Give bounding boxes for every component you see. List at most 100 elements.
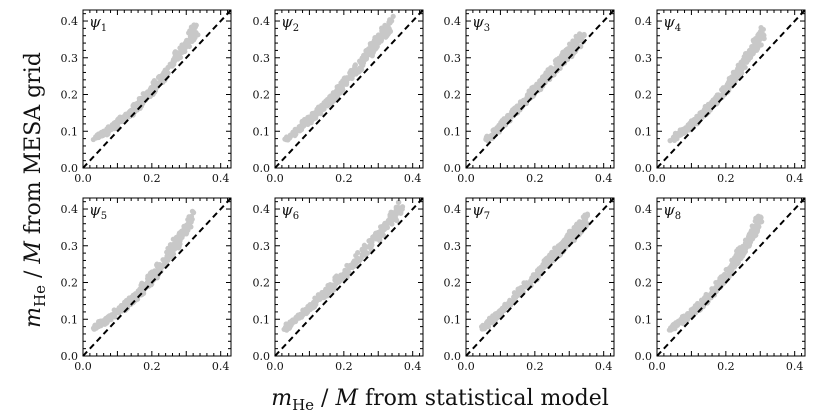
scatter-point — [164, 249, 170, 255]
scatter-point — [349, 73, 355, 79]
scatter-point — [398, 210, 404, 216]
y-tick-label: 0.4 — [61, 15, 79, 28]
scatter-point — [490, 127, 496, 133]
scatter-point — [706, 292, 712, 299]
scatter-point — [674, 136, 680, 142]
x-tick-label: 0.2 — [526, 172, 544, 185]
panel-label: ψ5 — [89, 201, 107, 222]
y-tick-label: 0.0 — [444, 350, 462, 363]
panel-8: 0.0 0.2 0.4 0.0 0.1 0.2 0.3 0.4 ψ8 — [635, 197, 806, 373]
reference-line — [656, 9, 806, 169]
scatter-point — [306, 119, 312, 125]
x-tick-label: 0.2 — [717, 360, 735, 373]
scatter-point — [738, 255, 744, 262]
scatter-point — [369, 40, 375, 46]
y-tick-label: 0.3 — [444, 52, 462, 65]
scatter-point — [373, 45, 379, 51]
y-tick-label: 0.1 — [444, 125, 462, 138]
panel-label: ψ7 — [472, 201, 490, 222]
scatter-point — [176, 245, 182, 251]
scatter-point — [310, 114, 316, 120]
scatter-point — [742, 50, 749, 57]
scatter-point — [681, 130, 688, 136]
scatter-point — [694, 113, 700, 119]
x-axis-title: mHe / M from statistical model — [271, 386, 609, 414]
scatter-point — [335, 83, 342, 90]
reference-line — [274, 197, 424, 357]
y-tick-label: 0.3 — [61, 240, 79, 253]
panel-3: 0.0 0.2 0.4 0.0 0.1 0.2 0.3 0.4 ψ3 — [444, 9, 615, 185]
ticks — [274, 10, 423, 169]
scatter-point — [680, 317, 686, 323]
scatter-point — [746, 234, 752, 241]
panel-4: 0.0 0.2 0.4 0.0 0.1 0.2 0.3 0.4 ψ4 — [635, 9, 806, 185]
scatter-point — [103, 316, 109, 322]
x-tick-label: 0.0 — [74, 360, 92, 373]
scatter-point — [363, 49, 370, 56]
scatter-point — [315, 292, 321, 298]
x-tick-label: 0.0 — [74, 172, 92, 185]
scatter-point — [344, 274, 350, 280]
scatter-point — [553, 252, 559, 258]
y-tick-label: 0.1 — [61, 125, 79, 138]
scatter-point — [546, 257, 553, 263]
x-axis-title-sub: He — [292, 396, 314, 414]
y-tick-label: 0.4 — [61, 203, 79, 216]
y-tick-label: 0.0 — [61, 350, 79, 363]
scatter-point — [303, 307, 309, 313]
scatter-point — [379, 34, 385, 41]
scatter-point — [549, 249, 555, 255]
scatter-point — [339, 276, 345, 282]
scatter-point — [127, 296, 133, 302]
scatter-point — [172, 50, 178, 56]
scatter-point — [329, 282, 336, 288]
scatter-point — [515, 108, 521, 114]
scatter-point — [396, 199, 402, 205]
y-tick-label: 0.0 — [253, 350, 271, 363]
ticks — [465, 198, 614, 357]
ticks — [82, 10, 231, 169]
scatter-point — [582, 216, 588, 222]
scatter-point — [740, 63, 746, 69]
x-tick-label: 0.4 — [786, 360, 804, 373]
scatter-point — [188, 224, 194, 230]
scatter-point — [565, 232, 571, 238]
scatter-point — [92, 326, 98, 332]
scatter-point — [497, 309, 503, 316]
scatter-point — [114, 121, 120, 127]
scatter-point — [562, 237, 568, 243]
x-tick-label: 0.2 — [143, 360, 161, 373]
y-tick-label: 0.4 — [253, 203, 271, 216]
scatter-point — [96, 322, 102, 328]
scatter-point — [488, 316, 494, 323]
scatter-point — [359, 61, 365, 68]
scatter-point — [287, 132, 293, 138]
scatter-point — [568, 237, 574, 243]
y-tick-label: 0.1 — [253, 125, 271, 138]
scatter-point — [192, 35, 198, 41]
y-tick-label: 0.3 — [253, 52, 271, 65]
x-tick-label: 0.4 — [404, 360, 422, 373]
scatter-point — [376, 40, 382, 46]
y-tick-label: 0.2 — [61, 277, 79, 290]
scatter-point — [379, 231, 385, 238]
scatter-point — [151, 79, 157, 85]
scatter-point — [177, 54, 184, 60]
scatter-point — [324, 101, 330, 108]
scatter-point — [512, 293, 518, 300]
scatter-point — [348, 67, 354, 74]
scatter-point — [344, 262, 350, 269]
scatter-point — [558, 53, 565, 59]
x-tick-label: 0.4 — [595, 360, 613, 373]
scatter-points — [667, 24, 767, 144]
scatter-point — [542, 259, 548, 265]
scatter-point — [344, 76, 350, 83]
scatter-point — [187, 28, 193, 34]
scatter-point — [749, 44, 755, 50]
scatter-point — [731, 259, 738, 265]
scatter-point — [700, 299, 706, 305]
scatter-point — [399, 206, 405, 212]
x-tick-label: 0.4 — [404, 172, 422, 185]
y-tick-label: 0.0 — [444, 162, 462, 175]
